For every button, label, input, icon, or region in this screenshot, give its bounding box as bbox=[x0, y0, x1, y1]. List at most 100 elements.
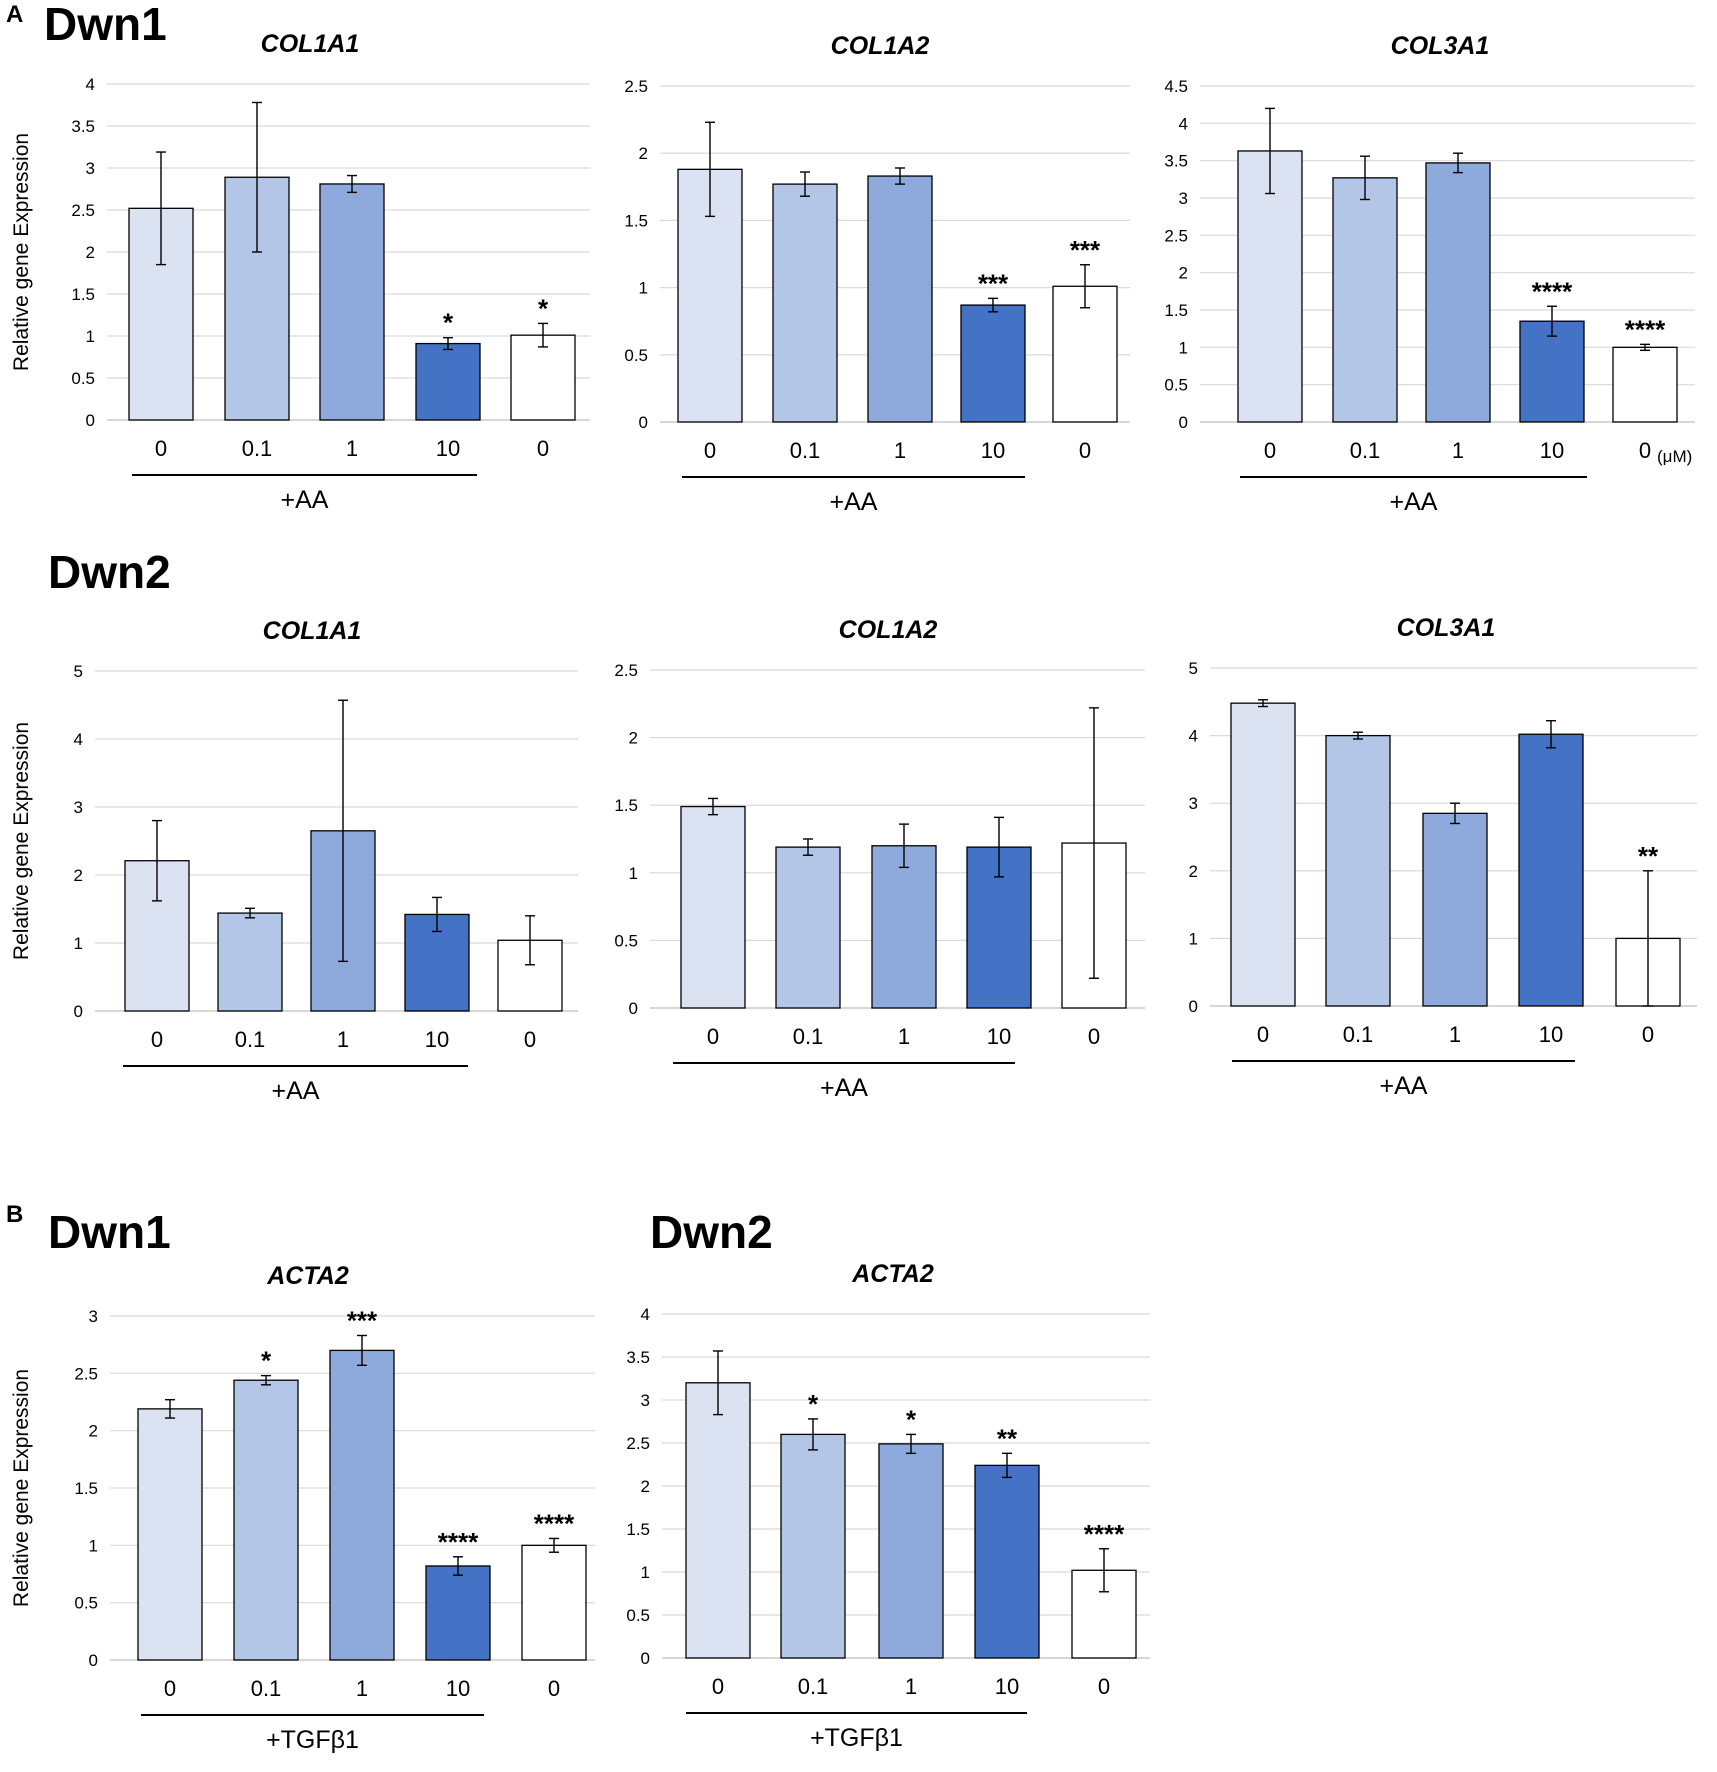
a1-ytick-label: 3 bbox=[86, 159, 95, 178]
b1-y-axis-label: Relative gene Expression bbox=[10, 1369, 33, 1607]
a6-ytick-label: 4 bbox=[1189, 727, 1198, 746]
a2-x-tick-label: 0 bbox=[704, 438, 716, 463]
a1-x-tick-label: 0.1 bbox=[242, 436, 273, 461]
a3-ytick-label: 4.5 bbox=[1164, 77, 1188, 96]
a4-x-tick-label: 0 bbox=[151, 1027, 163, 1052]
a3-significance-label: **** bbox=[1625, 314, 1666, 344]
a4-x-tick-label: 10 bbox=[425, 1027, 449, 1052]
a1-x-tick-label: 0 bbox=[155, 436, 167, 461]
a1-y-axis-label: Relative gene Expression bbox=[10, 133, 33, 371]
a6-bar bbox=[1518, 733, 1584, 1007]
a4-group-label: +AA bbox=[272, 1077, 320, 1105]
a1-ytick-label: 2 bbox=[86, 243, 95, 262]
b2-x-tick-label: 0 bbox=[712, 1674, 724, 1699]
a2-group-label: +AA bbox=[830, 488, 878, 516]
a3-ytick-label: 2.5 bbox=[1164, 226, 1188, 245]
panel-letter-b: B bbox=[6, 1201, 23, 1228]
a4-bar bbox=[217, 912, 283, 1012]
a6-ytick-label: 0 bbox=[1189, 997, 1198, 1016]
a6-x-tick-label: 10 bbox=[1539, 1022, 1563, 1047]
a1-chart-title: COL1A1 bbox=[261, 30, 360, 58]
a6-ytick-label: 2 bbox=[1189, 862, 1198, 881]
a5-ytick-label: 2.5 bbox=[614, 661, 638, 680]
a6-ytick-label: 5 bbox=[1189, 659, 1198, 678]
b2-ytick-label: 1.5 bbox=[626, 1520, 650, 1539]
a1-ytick-label: 2.5 bbox=[71, 201, 95, 220]
a3-ytick-label: 1.5 bbox=[1164, 301, 1188, 320]
a1-ytick-label: 0 bbox=[86, 411, 95, 430]
donor-label-a-dwn2: Dwn2 bbox=[48, 546, 171, 598]
a5-group-label: +AA bbox=[820, 1074, 868, 1102]
a1-x-tick-label: 10 bbox=[436, 436, 460, 461]
b2-bar bbox=[780, 1433, 846, 1659]
a6-significance-label: ** bbox=[1638, 841, 1659, 871]
a3-ytick-label: 0 bbox=[1179, 413, 1188, 432]
a2-x-tick-label: 1 bbox=[894, 438, 906, 463]
a3-ytick-label: 1 bbox=[1179, 338, 1188, 357]
a6-bar bbox=[1325, 734, 1391, 1007]
b2-bar bbox=[685, 1382, 751, 1659]
a3-x-tick-label: 0.1 bbox=[1350, 438, 1381, 463]
b1-significance-label: **** bbox=[438, 1527, 479, 1557]
b2-ytick-label: 4 bbox=[641, 1305, 650, 1324]
a3-unit-label: (μM) bbox=[1657, 447, 1692, 466]
b1-ytick-label: 2 bbox=[89, 1422, 98, 1441]
donor-label-b-dwn1: Dwn1 bbox=[48, 1206, 171, 1258]
a5-x-tick-label: 0 bbox=[707, 1024, 719, 1049]
b1-ytick-label: 1 bbox=[89, 1536, 98, 1555]
b2-ytick-label: 0 bbox=[641, 1649, 650, 1668]
a6-x-tick-label: 0 bbox=[1642, 1022, 1654, 1047]
b2-x-tick-label: 0.1 bbox=[798, 1674, 829, 1699]
b1-ytick-label: 0.5 bbox=[74, 1594, 98, 1613]
a3-ytick-label: 2 bbox=[1179, 264, 1188, 283]
a5-chart-title: COL1A2 bbox=[839, 616, 938, 644]
b2-bar bbox=[878, 1443, 944, 1659]
b1-group-label: +TGFβ1 bbox=[266, 1726, 359, 1754]
a4-x-tick-label: 1 bbox=[337, 1027, 349, 1052]
b2-ytick-label: 3.5 bbox=[626, 1348, 650, 1367]
a6-bar bbox=[1230, 702, 1296, 1007]
a5-ytick-label: 2 bbox=[629, 729, 638, 748]
b2-chart-title: ACTA2 bbox=[851, 1260, 934, 1288]
a6-ytick-label: 1 bbox=[1189, 929, 1198, 948]
b1-significance-label: * bbox=[261, 1346, 272, 1376]
a5-ytick-label: 1 bbox=[629, 864, 638, 883]
a2-x-tick-label: 10 bbox=[981, 438, 1005, 463]
a4-y-axis-label: Relative gene Expression bbox=[10, 722, 33, 960]
a2-ytick-label: 0 bbox=[639, 413, 648, 432]
b1-x-tick-label: 0.1 bbox=[251, 1676, 282, 1701]
a3-ytick-label: 3 bbox=[1179, 189, 1188, 208]
b1-chart-title: ACTA2 bbox=[266, 1262, 349, 1290]
b1-significance-label: *** bbox=[347, 1305, 378, 1335]
a1-ytick-label: 1.5 bbox=[71, 285, 95, 304]
a1-group-label: +AA bbox=[281, 486, 329, 514]
a4-ytick-label: 5 bbox=[74, 662, 83, 681]
a2-significance-label: *** bbox=[978, 268, 1009, 298]
b1-bar bbox=[521, 1544, 587, 1661]
b1-ytick-label: 3 bbox=[89, 1307, 98, 1326]
a2-ytick-label: 2.5 bbox=[624, 77, 648, 96]
b2-significance-label: * bbox=[808, 1389, 819, 1419]
b1-x-tick-label: 10 bbox=[446, 1676, 470, 1701]
a6-ytick-label: 3 bbox=[1189, 794, 1198, 813]
b1-bar bbox=[137, 1408, 203, 1661]
a3-significance-label: **** bbox=[1532, 276, 1573, 306]
a1-ytick-label: 4 bbox=[86, 75, 95, 94]
a4-ytick-label: 1 bbox=[74, 934, 83, 953]
a2-significance-label: *** bbox=[1070, 235, 1101, 265]
b1-x-tick-label: 1 bbox=[356, 1676, 368, 1701]
a1-significance-label: * bbox=[443, 308, 454, 338]
a2-ytick-label: 0.5 bbox=[624, 346, 648, 365]
a6-x-tick-label: 0.1 bbox=[1343, 1022, 1374, 1047]
a3-ytick-label: 4 bbox=[1179, 114, 1188, 133]
a2-bar bbox=[867, 175, 933, 423]
a5-ytick-label: 0 bbox=[629, 999, 638, 1018]
a2-bar bbox=[772, 183, 838, 423]
a2-ytick-label: 2 bbox=[639, 144, 648, 163]
b1-x-tick-label: 0 bbox=[548, 1676, 560, 1701]
a3-x-tick-label: 0 bbox=[1264, 438, 1276, 463]
a1-x-tick-label: 0 bbox=[537, 436, 549, 461]
a5-ytick-label: 1.5 bbox=[614, 796, 638, 815]
a5-x-tick-label: 10 bbox=[987, 1024, 1011, 1049]
